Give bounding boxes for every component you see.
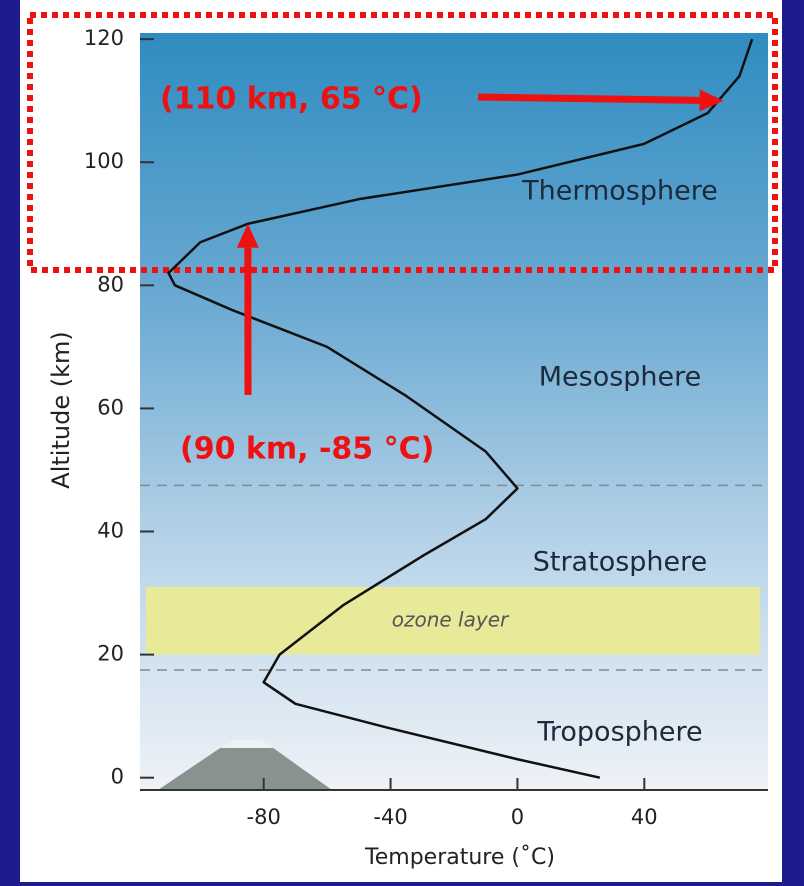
- annotation-text: (90 km, -85 °C): [180, 432, 434, 467]
- x-tick-label: -40: [373, 805, 407, 829]
- layer-label: Mesosphere: [539, 362, 702, 393]
- mountain-snow: [220, 740, 274, 748]
- annotation-arrow: [477, 93, 700, 104]
- highlight-box: [27, 12, 778, 273]
- y-tick-label: 0: [111, 765, 124, 789]
- x-tick-label: -80: [247, 805, 281, 829]
- y-tick-label: 20: [97, 642, 124, 666]
- band: [146, 586, 760, 655]
- arrow-head: [699, 89, 724, 112]
- layer-label: Troposphere: [536, 717, 702, 748]
- x-tick-label: 40: [631, 805, 658, 829]
- layer-label: Stratosphere: [533, 547, 708, 578]
- x-axis-title: Temperature (˚C): [364, 845, 555, 870]
- curve: [167, 38, 754, 779]
- mountain: [158, 740, 332, 790]
- annotation-text: (110 km, 65 °C): [160, 82, 423, 117]
- y-tick-label: 60: [97, 395, 124, 419]
- y-tick-label: 100: [84, 149, 124, 173]
- y-tick-label: 120: [84, 26, 124, 50]
- y-tick-label: 40: [97, 519, 124, 543]
- plot-area: [140, 33, 768, 790]
- y-axis-title: Altitude (km): [47, 331, 75, 488]
- arrow-head: [236, 223, 259, 248]
- y-tick-label: 80: [97, 272, 124, 296]
- band-label: ozone layer: [392, 607, 510, 631]
- x-tick-label: 0: [511, 805, 524, 829]
- layer-label: Thermosphere: [521, 176, 718, 207]
